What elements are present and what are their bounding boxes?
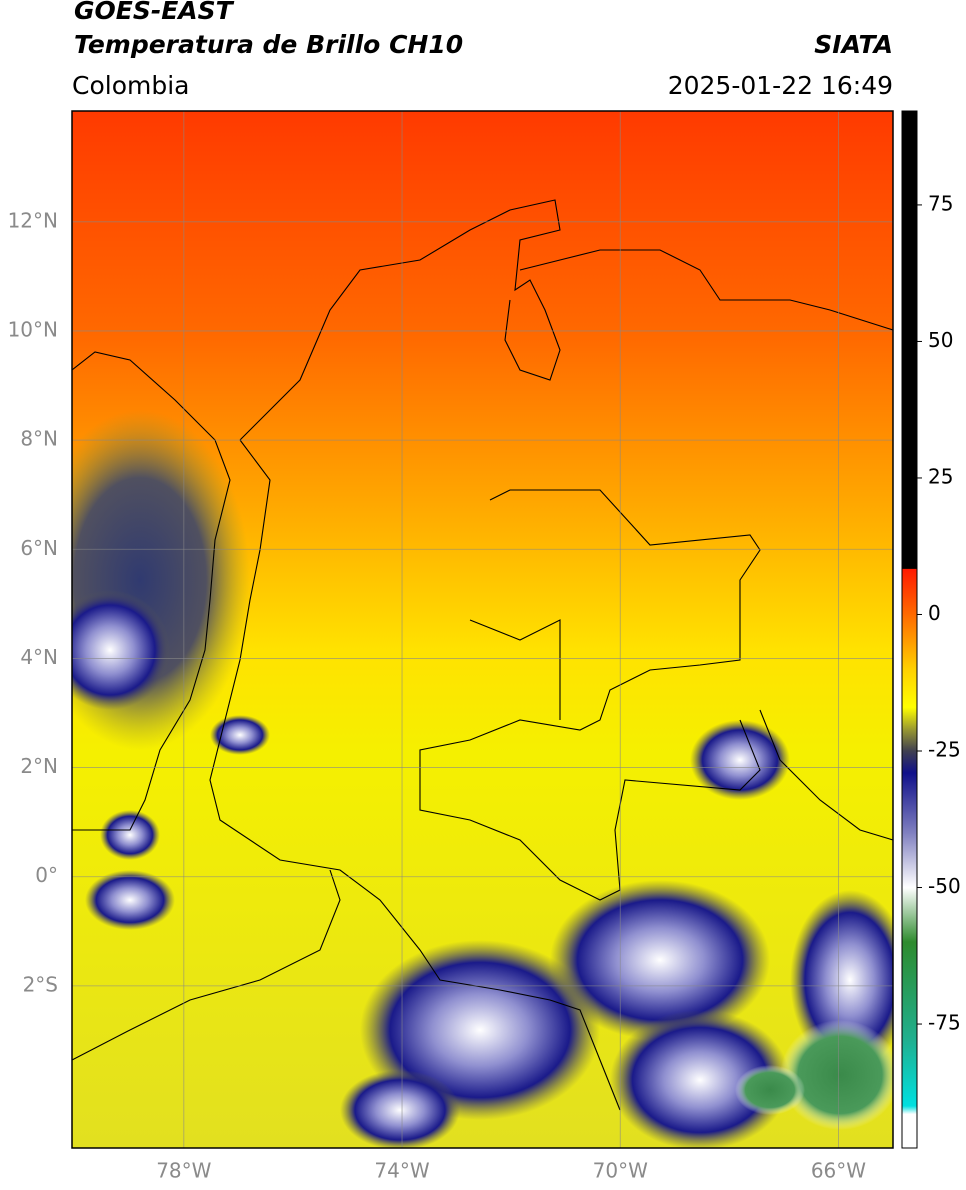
colorbar-tick-label: 25 xyxy=(928,464,953,488)
border xyxy=(759,709,893,841)
cloud xyxy=(690,720,790,800)
cloud xyxy=(210,715,270,755)
y-tick-label: 10°N xyxy=(8,317,58,341)
y-tick-label: 4°N xyxy=(20,645,58,669)
map-frame xyxy=(71,110,894,1149)
cloud xyxy=(610,1010,790,1148)
x-tick-label: 78°W xyxy=(156,1159,211,1183)
coastline xyxy=(519,249,893,331)
colorbar-tick-label: 75 xyxy=(928,191,953,215)
cloud xyxy=(735,1065,805,1115)
cloud xyxy=(100,810,160,860)
cloud xyxy=(550,880,770,1040)
x-tick-label: 66°W xyxy=(811,1159,866,1183)
y-tick-label: 6°N xyxy=(20,536,58,560)
colorbar-tick-label: -75 xyxy=(928,1011,961,1035)
border xyxy=(469,619,561,720)
coastline xyxy=(239,199,561,441)
x-tick-label: 74°W xyxy=(374,1159,429,1183)
border xyxy=(209,439,621,1111)
colorbar-tick-label: 0 xyxy=(928,601,941,625)
colorbar-tick-label: 50 xyxy=(928,328,953,352)
timestamp: 2025-01-22 16:49 xyxy=(668,71,893,100)
source: SIATA xyxy=(814,30,893,59)
y-tick-label: 2°S xyxy=(23,972,58,996)
x-tick-label: 70°W xyxy=(593,1159,648,1183)
title: GOES-EAST xyxy=(74,0,235,25)
cloud xyxy=(72,590,170,710)
cloud xyxy=(780,1020,893,1130)
border xyxy=(72,869,341,1061)
map-image xyxy=(72,111,893,1148)
region: Colombia xyxy=(72,71,189,100)
y-tick-label: 12°N xyxy=(8,208,58,232)
coastline xyxy=(72,351,231,831)
colorbar xyxy=(901,110,918,1149)
subtitle: Temperatura de Brillo CH10 xyxy=(74,30,463,59)
colorbar-tick-label: -50 xyxy=(928,874,961,898)
cloud xyxy=(340,1070,460,1148)
cloud xyxy=(85,870,175,930)
border xyxy=(419,489,761,901)
y-tick-label: 2°N xyxy=(20,754,58,778)
y-tick-label: 0° xyxy=(35,863,58,887)
y-tick-label: 8°N xyxy=(20,427,58,451)
colorbar-tick-label: -25 xyxy=(928,738,961,762)
